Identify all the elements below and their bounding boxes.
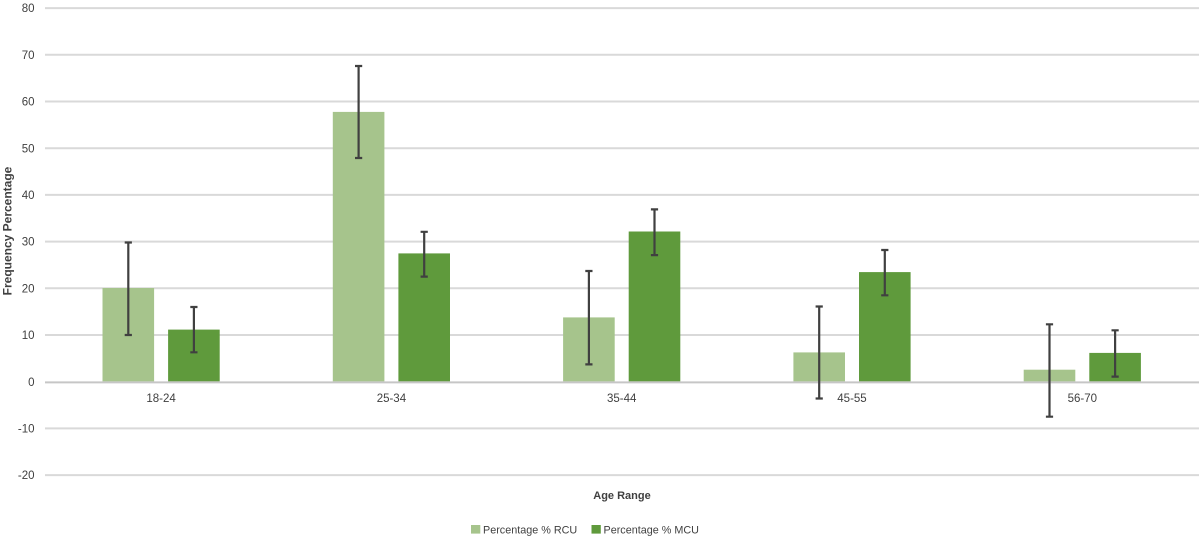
svg-text:Percentage % RCU: Percentage % RCU — [483, 525, 577, 537]
svg-text:18-24: 18-24 — [146, 393, 176, 405]
svg-text:56-70: 56-70 — [1068, 393, 1097, 405]
svg-text:-10: -10 — [18, 424, 35, 436]
svg-text:-20: -20 — [18, 470, 35, 482]
svg-text:60: 60 — [22, 97, 35, 109]
svg-text:0: 0 — [28, 377, 34, 389]
svg-text:Percentage % MCU: Percentage % MCU — [604, 525, 699, 537]
svg-text:70: 70 — [22, 50, 35, 62]
svg-text:10: 10 — [22, 330, 35, 342]
svg-text:30: 30 — [22, 237, 35, 249]
svg-text:40: 40 — [22, 190, 35, 202]
svg-text:35-44: 35-44 — [607, 393, 637, 405]
svg-text:50: 50 — [22, 143, 35, 155]
svg-text:Frequency Percentage: Frequency Percentage — [1, 166, 15, 295]
svg-text:20: 20 — [22, 283, 35, 295]
svg-text:25-34: 25-34 — [377, 393, 407, 405]
svg-text:Age Range: Age Range — [593, 490, 650, 502]
svg-text:45-55: 45-55 — [837, 393, 866, 405]
svg-text:80: 80 — [22, 3, 35, 15]
